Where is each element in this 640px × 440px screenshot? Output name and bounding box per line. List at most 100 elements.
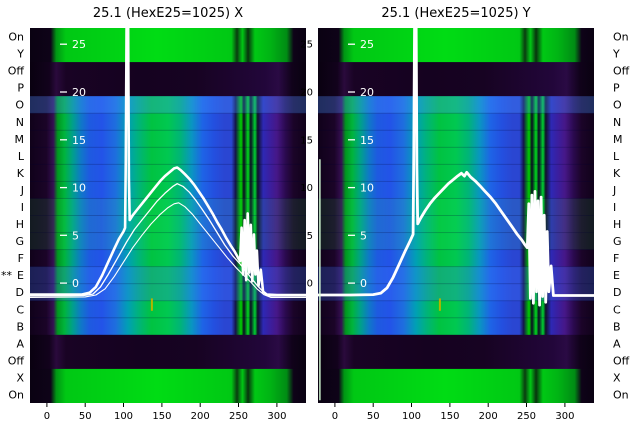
x-tick-label: 200	[191, 411, 210, 422]
heatmap-overlay	[30, 96, 306, 114]
row-separator	[30, 300, 306, 302]
row-separator	[30, 266, 306, 268]
profile-mid-line	[30, 183, 306, 297]
row-label-left: E	[17, 269, 24, 282]
row-label-right: E	[613, 269, 620, 282]
y-tick-label-inner: 20	[72, 86, 86, 99]
row-label-right: Y	[612, 48, 620, 61]
x-tick-label: 250	[229, 411, 248, 422]
selected-row-marker: **	[1, 269, 13, 282]
heatmap-row-main	[318, 215, 594, 234]
row-label-left: M	[15, 133, 25, 146]
row-label-left: D	[16, 286, 24, 299]
row-separator	[318, 180, 594, 182]
row-separator	[30, 197, 306, 199]
row-label-left: J	[20, 184, 24, 197]
heatmap-row-main	[318, 300, 594, 319]
row-label-left: Off	[8, 65, 25, 78]
heatmap-row-main	[318, 96, 594, 114]
row-label-right: B	[613, 320, 621, 333]
y-tick-label-outer: 15	[300, 135, 313, 146]
row-label-left: O	[15, 99, 24, 112]
y-tick-label-inner: 0	[360, 277, 367, 290]
panel-title-x: 25.1 (HexE25=1025) X	[93, 6, 243, 21]
row-label-right: C	[613, 303, 621, 316]
row-label-right: K	[613, 167, 621, 180]
row-label-right: X	[613, 371, 621, 384]
heatmap-overlay	[318, 96, 594, 114]
y-tick-label-outer: 0	[307, 279, 313, 290]
row-separator	[318, 266, 594, 268]
x-tick-label: 150	[152, 411, 171, 422]
heatmap-row-green	[318, 385, 594, 403]
heatmap-row-main	[30, 215, 306, 234]
heatmap-row-dark	[30, 351, 306, 370]
heatmap-area	[318, 28, 594, 403]
y-tick-label-inner: 0	[72, 277, 79, 290]
heatmap-row-green	[30, 45, 306, 63]
row-separator	[30, 129, 306, 131]
row-label-left: F	[18, 252, 24, 265]
y-tick-label-inner: 5	[72, 229, 79, 242]
row-label-left: K	[17, 167, 25, 180]
heatmap-row-dark	[318, 351, 594, 370]
heatmap-row-dark	[30, 62, 306, 80]
y-tick-label-outer: 10	[300, 183, 313, 194]
row-label-right: M	[613, 133, 623, 146]
y-tick-label-inner: 5	[360, 229, 367, 242]
heatmap-area	[30, 28, 306, 403]
profile-main-line	[30, 28, 306, 297]
panel-title-y: 25.1 (HexE25=1025) Y	[381, 6, 530, 21]
heatmap-row-dark	[318, 79, 594, 97]
heatmap-row-main	[318, 249, 594, 268]
profile-main-line	[318, 28, 594, 307]
x-tick-label: 50	[367, 411, 380, 422]
row-label-left: X	[16, 371, 24, 384]
row-separator	[318, 283, 594, 285]
row-label-right: Off	[613, 354, 630, 367]
row-label-left: I	[21, 201, 24, 214]
x-tick-label: 50	[79, 411, 92, 422]
row-separator	[318, 112, 594, 114]
row-label-right: J	[612, 184, 616, 197]
y-tick-label-inner: 20	[360, 86, 374, 99]
y-tick-label-outer: 5	[307, 231, 313, 242]
row-label-left: C	[16, 303, 24, 316]
profile-low-line	[30, 202, 306, 298]
row-label-left: Y	[16, 48, 24, 61]
heatmap-row-dark	[30, 79, 306, 97]
heatmap-row-main	[30, 232, 306, 251]
x-tick-label: 150	[440, 411, 459, 422]
row-separator	[30, 146, 306, 148]
row-label-left: Off	[8, 354, 25, 367]
y-tick-label-inner: 10	[72, 182, 86, 195]
x-tick-label: 100	[402, 411, 421, 422]
row-separator	[30, 163, 306, 165]
row-separator	[318, 300, 594, 302]
x-tick-label: 100	[114, 411, 133, 422]
row-separator	[318, 146, 594, 148]
row-label-right: L	[613, 150, 620, 163]
x-tick-label: 300	[267, 411, 286, 422]
heatmap-row-main	[30, 249, 306, 268]
row-label-right: D	[613, 286, 621, 299]
row-label-right: Off	[613, 65, 630, 78]
heatmap-row-green	[30, 385, 306, 403]
heatmap-row-green	[318, 28, 594, 46]
row-label-right: H	[613, 218, 621, 231]
row-separator	[318, 215, 594, 216]
row-label-left: N	[16, 116, 24, 129]
heatmap-row-green	[30, 368, 306, 387]
y-tick-label-inner: 15	[360, 134, 374, 147]
heatmap-row-main	[30, 113, 306, 131]
row-separator	[318, 129, 594, 131]
row-label-right: N	[613, 116, 621, 129]
y-tick-label-inner: 15	[72, 134, 86, 147]
row-separator	[318, 317, 594, 319]
row-label-right: I	[613, 201, 616, 214]
heatmap-row-dark	[318, 334, 594, 353]
